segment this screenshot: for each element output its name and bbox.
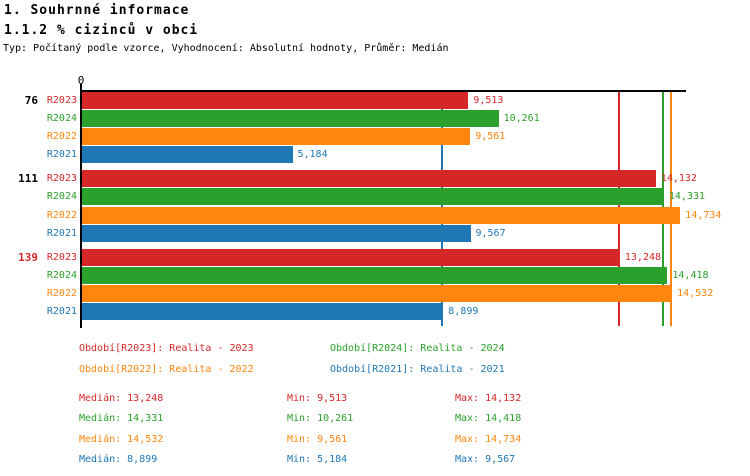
bar-r2021 <box>82 224 471 242</box>
bar-row-label: R2021 <box>46 149 77 161</box>
bar-r2023 <box>82 248 620 266</box>
bar-value-label: 9,513 <box>473 94 504 106</box>
bar-r2021 <box>82 303 444 321</box>
bar-row-label: R2024 <box>46 191 77 203</box>
bar-value-label: 9,561 <box>475 131 506 143</box>
group-label: 139 <box>18 250 38 264</box>
stat-min-r2021: Min: 5,184 <box>287 454 348 465</box>
bar-row-label: R2021 <box>46 227 77 239</box>
bar-row-label: R2021 <box>46 306 77 318</box>
axis-origin-label: 0 <box>77 74 85 87</box>
page-title: 1. Souhrnné informace <box>4 3 190 18</box>
stat-max-r2021: Max: 9,567 <box>455 454 516 465</box>
bar-r2024 <box>82 266 668 284</box>
group-label: 76 <box>24 93 38 107</box>
stat-median-r2023: Medián: 13,248 <box>79 393 164 404</box>
stat-max-r2024: Max: 14,418 <box>455 413 522 424</box>
bar-row-label: R2023 <box>46 173 77 184</box>
bar-value-label: 9,567 <box>475 227 506 239</box>
bar-row-label: R2022 <box>46 131 77 143</box>
bar-row-label: R2022 <box>46 209 77 221</box>
bar-row-label: R2024 <box>46 112 77 124</box>
page-meta: Typ: Počítaný podle vzorce, Vyhodnocení:… <box>3 43 449 54</box>
bar-value-label: 13,248 <box>624 251 662 263</box>
legend-item-r2023: Období[R2023]: Realita - 2023 <box>79 343 254 354</box>
bar-value-label: 14,418 <box>672 269 709 281</box>
x-axis-line <box>80 90 686 92</box>
bar-value-label: 14,734 <box>685 209 722 221</box>
bar-r2023 <box>82 170 656 187</box>
bar-r2022 <box>82 285 673 303</box>
stat-median-r2024: Medián: 14,331 <box>79 413 164 424</box>
bar-r2024 <box>82 109 499 127</box>
stat-min-r2024: Min: 10,261 <box>287 413 354 424</box>
stat-min-r2023: Min: 9,513 <box>287 393 348 404</box>
y-axis-line <box>80 84 82 328</box>
stat-min-r2022: Min: 9,561 <box>287 434 348 445</box>
legend-item-r2024: Období[R2024]: Realita - 2024 <box>330 343 505 354</box>
bar-r2024 <box>82 188 664 206</box>
group-label: 111 <box>18 172 38 185</box>
bar-value-label: 8,899 <box>448 306 479 318</box>
page-subtitle: 1.1.2 % cizinců v obci <box>4 23 199 38</box>
bar-value-label: 14,532 <box>677 288 714 300</box>
bar-chart: 0 76 R2023 9,513 R2024 10,261 R2022 9,561 R2021… <box>18 74 722 328</box>
bar-r2023 <box>82 91 469 109</box>
stat-max-r2022: Max: 14,734 <box>455 434 522 445</box>
bar-value-label: 10,261 <box>503 112 540 124</box>
bar-value-label: 14,132 <box>660 173 697 184</box>
bar-row-label: R2023 <box>46 94 77 106</box>
legend-item-r2022: Období[R2022]: Realita - 2022 <box>79 364 254 375</box>
bar-row-label: R2022 <box>46 288 77 300</box>
bar-value-label: 5,184 <box>297 149 328 161</box>
stat-median-r2021: Medián: 8,899 <box>79 454 158 465</box>
bar-row-label: R2023 <box>46 251 77 263</box>
legend-item-r2021: Období[R2021]: Realita - 2021 <box>330 364 505 375</box>
bar-r2022 <box>82 128 471 146</box>
bar-r2022 <box>82 206 681 224</box>
stat-median-r2022: Medián: 14,532 <box>79 434 164 445</box>
bar-row-label: R2024 <box>46 269 77 281</box>
bar-r2021 <box>82 146 293 164</box>
stat-max-r2023: Max: 14,132 <box>455 393 522 404</box>
bar-value-label: 14,331 <box>668 191 706 203</box>
